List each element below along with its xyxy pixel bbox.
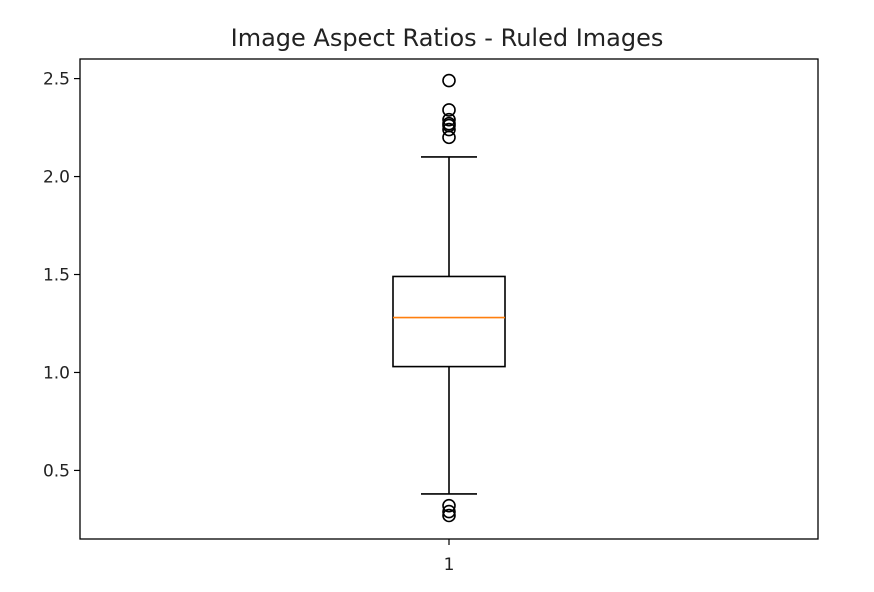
chart-title: Image Aspect Ratios - Ruled Images [231, 24, 664, 52]
x-tick-label: 1 [444, 555, 455, 575]
y-tick-label: 1.5 [43, 266, 70, 286]
outlier-point [442, 130, 456, 145]
y-tick-label: 2.5 [43, 70, 70, 90]
y-tick-label: 1.0 [43, 363, 70, 383]
y-tick-label: 0.5 [43, 461, 70, 481]
outlier-point [442, 508, 456, 523]
outlier-point [442, 122, 456, 137]
outlier-point [442, 112, 456, 127]
box-group [392, 73, 506, 523]
interquartile-box [392, 275, 506, 368]
box-series [392, 73, 506, 523]
x-axis: 1 [444, 539, 455, 575]
outlier-point [442, 73, 456, 88]
y-tick-label: 2.0 [43, 168, 70, 188]
outlier-point [442, 103, 456, 117]
outlier-point [442, 498, 456, 513]
y-axis: 0.5 1.0 1.5 2.0 2.5 [43, 70, 80, 481]
outlier-point [442, 504, 456, 519]
